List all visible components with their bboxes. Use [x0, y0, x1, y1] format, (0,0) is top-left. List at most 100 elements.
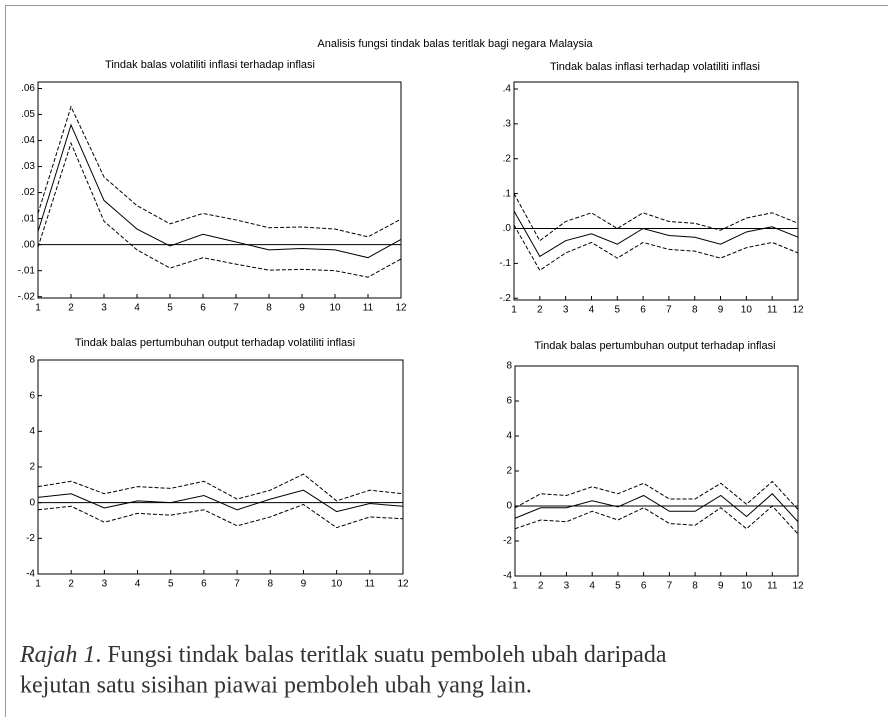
line-series [37, 141, 402, 278]
caption-label: Rajah 1 [19, 642, 95, 668]
y-tick-label: -.1 [499, 258, 511, 269]
line-series [514, 505, 799, 535]
x-tick-label: 3 [564, 581, 570, 592]
x-tick-label: 1 [511, 305, 517, 316]
x-tick-label: 7 [234, 579, 240, 590]
y-tick-label: .03 [21, 161, 35, 172]
x-tick-label: 3 [563, 305, 569, 316]
x-tick-label: 6 [641, 581, 647, 592]
plot-area [513, 81, 799, 301]
y-tick-label: .1 [503, 188, 512, 199]
x-tick-label: 10 [741, 581, 753, 592]
x-tick-label: 7 [233, 303, 239, 314]
y-tick-label: .04 [21, 135, 35, 146]
x-tick-label: 10 [329, 303, 341, 314]
caption-text: . Fungsi tindak balas teritlak suatu pem… [95, 642, 667, 668]
x-tick-label: 7 [666, 305, 672, 316]
x-tick-label: 3 [101, 303, 107, 314]
line-series [514, 493, 799, 523]
x-tick-label: 9 [299, 303, 305, 314]
chart-title: Tindak balas pertumbuhan output terhadap… [75, 337, 355, 349]
line-series [37, 489, 404, 513]
x-tick-label: 11 [365, 579, 376, 590]
y-tick-label: .2 [503, 153, 512, 164]
x-tick-label: 3 [102, 579, 108, 590]
x-tick-label: 1 [35, 579, 41, 590]
x-tick-label: 1 [512, 581, 518, 592]
chart-title: Tindak balas pertumbuhan output terhadap… [534, 340, 775, 352]
y-tick-label: 0 [29, 497, 35, 508]
x-tick-label: 9 [301, 579, 307, 590]
x-tick-label: 11 [767, 581, 778, 592]
plot-area [37, 81, 402, 299]
y-tick-label: .4 [503, 84, 512, 95]
y-tick-label: .00 [21, 239, 35, 250]
x-tick-label: 8 [692, 305, 698, 316]
x-tick-label: 6 [201, 579, 207, 590]
y-tick-label: 4 [506, 431, 512, 442]
caption-text: kejutan satu sisihan piawai pemboleh uba… [20, 673, 532, 699]
x-tick-label: 4 [589, 305, 595, 316]
x-tick-label: 4 [135, 579, 141, 590]
y-tick-label: 4 [29, 426, 35, 437]
x-tick-label: 4 [589, 581, 595, 592]
line-series [37, 503, 404, 529]
y-tick-label: -2 [503, 536, 512, 547]
frame [5, 5, 888, 717]
x-tick-label: 4 [134, 303, 140, 314]
x-tick-label: 2 [538, 581, 544, 592]
line-series [514, 480, 799, 510]
y-tick-label: 2 [506, 466, 512, 477]
line-series [37, 473, 404, 502]
y-tick-label: 8 [29, 355, 35, 366]
line-series [37, 105, 402, 238]
x-tick-label: 2 [68, 579, 74, 590]
y-tick-label: -4 [26, 569, 35, 580]
x-tick-label: 10 [741, 305, 753, 316]
x-tick-label: 5 [167, 303, 173, 314]
x-tick-label: 7 [667, 581, 673, 592]
x-tick-label: 11 [767, 305, 778, 316]
line-series [513, 224, 799, 272]
caption: Rajah 1. Fungsi tindak balas teritlak su… [19, 642, 667, 668]
chart-title: Tindak balas volatiliti inflasi terhadap… [105, 59, 315, 71]
x-tick-label: 12 [792, 305, 804, 316]
x-tick-label: 12 [792, 581, 804, 592]
x-tick-label: 1 [35, 303, 41, 314]
x-tick-label: 12 [395, 303, 407, 314]
x-tick-label: 2 [537, 305, 543, 316]
x-tick-label: 6 [640, 305, 646, 316]
y-tick-label: 2 [29, 462, 35, 473]
chart-title: Tindak balas inflasi terhadap volatiliti… [550, 61, 760, 73]
y-tick-label: .02 [21, 187, 35, 198]
y-tick-label: .06 [21, 83, 35, 94]
x-tick-label: 9 [718, 581, 724, 592]
x-tick-label: 2 [68, 303, 74, 314]
y-tick-label: 0 [506, 501, 512, 512]
y-tick-label: -4 [503, 571, 512, 582]
line-series [37, 123, 402, 259]
x-tick-label: 6 [200, 303, 206, 314]
line-series [513, 210, 799, 258]
x-tick-label: 5 [614, 305, 620, 316]
figure-title: Analisis fungsi tindak balas teritlak ba… [317, 38, 593, 50]
plot-area [37, 359, 404, 575]
line-series [513, 193, 799, 242]
x-tick-label: 12 [397, 579, 409, 590]
y-tick-label: -.2 [499, 293, 511, 304]
x-tick-label: 8 [692, 581, 698, 592]
x-tick-label: 11 [363, 303, 374, 314]
y-tick-label: .0 [503, 223, 512, 234]
x-tick-label: 10 [331, 579, 343, 590]
x-tick-label: 5 [168, 579, 174, 590]
y-tick-label: -.01 [18, 265, 36, 276]
x-tick-label: 5 [615, 581, 621, 592]
plot-area [514, 365, 799, 577]
y-tick-label: -.02 [18, 291, 36, 302]
x-tick-label: 8 [266, 303, 272, 314]
y-tick-label: -2 [26, 533, 35, 544]
y-tick-label: .01 [21, 213, 35, 224]
y-tick-label: 8 [506, 361, 512, 372]
